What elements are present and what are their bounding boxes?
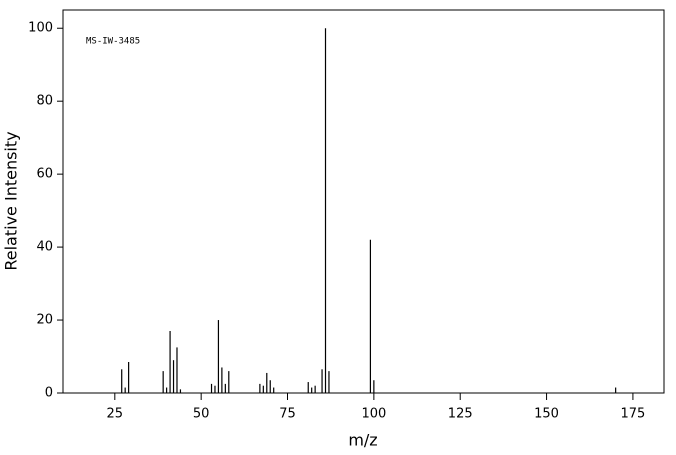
x-tick-label: 25 xyxy=(107,407,124,422)
annotation: MS-IW-3485 xyxy=(86,37,140,47)
y-tick-label: 0 xyxy=(45,386,53,401)
x-tick-label: 100 xyxy=(361,407,386,422)
x-tick-label: 125 xyxy=(448,407,473,422)
x-tick-label: 150 xyxy=(534,407,559,422)
x-tick-label: 175 xyxy=(620,407,645,422)
y-tick-label: 100 xyxy=(28,21,53,36)
x-tick-label: 75 xyxy=(279,407,296,422)
y-tick-label: 80 xyxy=(36,94,53,109)
y-tick-label: 40 xyxy=(36,240,53,255)
x-tick-label: 50 xyxy=(193,407,210,422)
y-tick-label: 60 xyxy=(36,167,53,182)
y-tick-label: 20 xyxy=(36,313,53,328)
y-axis-label: Relative Intensity xyxy=(2,131,21,270)
x-axis-label: m/z xyxy=(348,431,377,450)
plot-frame xyxy=(62,9,665,394)
